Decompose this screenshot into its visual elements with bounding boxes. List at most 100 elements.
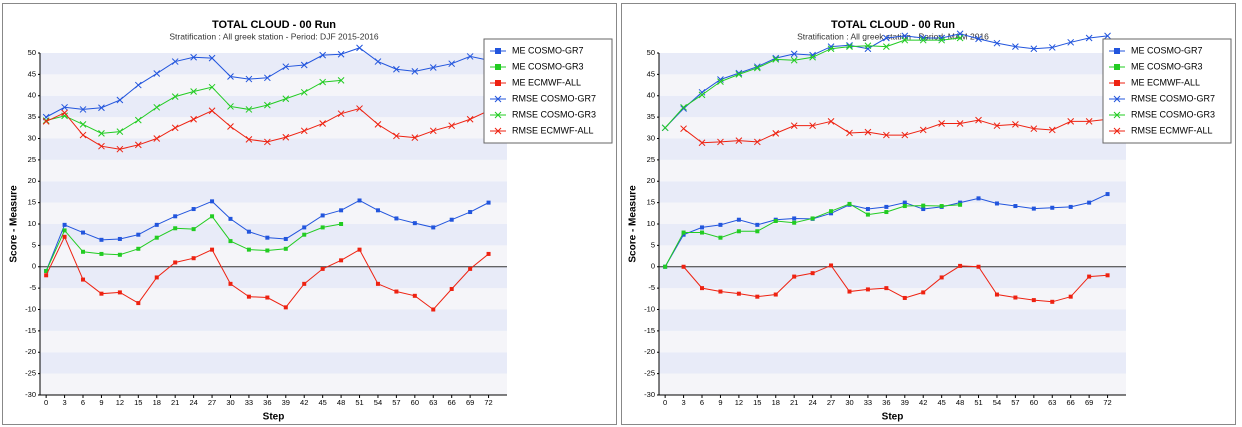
data-point: [847, 289, 852, 294]
data-point: [134, 116, 142, 124]
chart-subtitle: Stratification : All greek station - Per…: [797, 31, 989, 41]
data-point: [154, 222, 159, 227]
data-point: [394, 289, 399, 294]
y-tick-label: -30: [25, 390, 36, 399]
data-point: [792, 274, 797, 279]
data-point: [1105, 273, 1110, 278]
x-tick-label: 54: [993, 398, 1001, 407]
x-tick-label: 6: [81, 398, 85, 407]
grid-band: [659, 181, 1126, 203]
data-point: [700, 225, 705, 230]
data-point: [98, 104, 105, 112]
x-tick-label: 24: [189, 398, 197, 407]
data-point: [809, 53, 816, 61]
data-point: [1068, 294, 1073, 299]
x-tick-label: 48: [337, 398, 345, 407]
data-point: [228, 281, 233, 286]
data-point: [938, 120, 946, 127]
x-tick-label: 45: [318, 398, 326, 407]
data-point: [411, 68, 419, 75]
data-point: [717, 138, 724, 146]
data-point: [81, 277, 86, 282]
data-point: [356, 44, 363, 52]
y-tick-label: -10: [644, 304, 655, 313]
x-tick-label: 21: [790, 398, 798, 407]
data-point: [134, 141, 142, 149]
data-point: [790, 56, 798, 64]
data-point: [245, 136, 253, 143]
data-point: [810, 216, 815, 221]
chart-subtitle: Stratification : All greek station - Per…: [169, 31, 379, 41]
legend-marker: [495, 80, 501, 86]
legend-label: ME COSMO-GR3: [1131, 61, 1203, 71]
data-point: [773, 292, 778, 297]
x-tick-label: 33: [864, 398, 872, 407]
data-point: [1050, 205, 1055, 210]
data-point: [939, 204, 944, 209]
data-point: [337, 50, 345, 58]
x-tick-label: 27: [208, 398, 216, 407]
y-tick-label: 30: [647, 133, 655, 142]
legend-marker: [1113, 95, 1121, 103]
data-point: [680, 105, 687, 112]
y-tick-label: -20: [644, 347, 655, 356]
legend-label: ME COSMO-GR7: [1131, 45, 1203, 55]
data-point: [61, 103, 68, 111]
grid-band: [659, 138, 1126, 160]
data-point: [681, 230, 686, 235]
data-point: [680, 103, 687, 111]
y-tick-label: -5: [29, 283, 36, 292]
data-point: [736, 217, 741, 222]
grid-band: [659, 74, 1126, 96]
data-point: [958, 263, 963, 268]
data-point: [1068, 204, 1073, 209]
data-point: [994, 292, 999, 297]
data-point: [210, 214, 215, 219]
x-tick-label: 15: [134, 398, 142, 407]
grid-band: [40, 53, 507, 75]
data-point: [901, 36, 909, 44]
data-point: [486, 200, 491, 205]
y-tick-label: 45: [28, 69, 36, 78]
data-point: [228, 216, 233, 221]
data-point: [42, 117, 50, 124]
data-point: [1030, 125, 1038, 133]
data-point: [245, 106, 253, 113]
data-point: [300, 88, 308, 96]
legend-box: [483, 38, 613, 144]
data-point: [902, 295, 907, 300]
data-point: [718, 289, 723, 294]
data-point: [61, 109, 68, 117]
data-point: [44, 269, 49, 274]
data-point: [1031, 298, 1036, 303]
legend-marker: [1113, 127, 1121, 135]
data-point: [173, 226, 178, 231]
y-tick-label: -25: [644, 369, 655, 378]
data-point: [246, 247, 251, 252]
data-point: [302, 281, 307, 286]
data-point: [1067, 118, 1075, 125]
data-point: [374, 121, 382, 128]
data-point: [1085, 34, 1093, 42]
data-point: [393, 65, 400, 73]
x-tick-label: 66: [448, 398, 456, 407]
x-tick-label: 36: [263, 398, 271, 407]
data-point: [99, 251, 104, 256]
x-tick-label: 12: [116, 398, 124, 407]
data-point: [975, 35, 982, 43]
x-tick-label: 39: [901, 398, 909, 407]
data-point: [976, 264, 981, 269]
data-point: [300, 61, 308, 69]
x-tick-label: 66: [1067, 398, 1075, 407]
legend-label: RMSE COSMO-GR3: [1131, 109, 1215, 119]
y-tick-label: 5: [651, 240, 655, 249]
data-point: [735, 137, 743, 144]
data-point: [117, 290, 122, 295]
x-tick-label: 30: [226, 398, 234, 407]
data-point: [466, 115, 474, 123]
data-point: [339, 222, 344, 226]
y-tick-label: 40: [647, 91, 655, 100]
legend-marker: [1114, 64, 1120, 70]
data-point: [283, 236, 288, 241]
data-point: [717, 76, 724, 83]
